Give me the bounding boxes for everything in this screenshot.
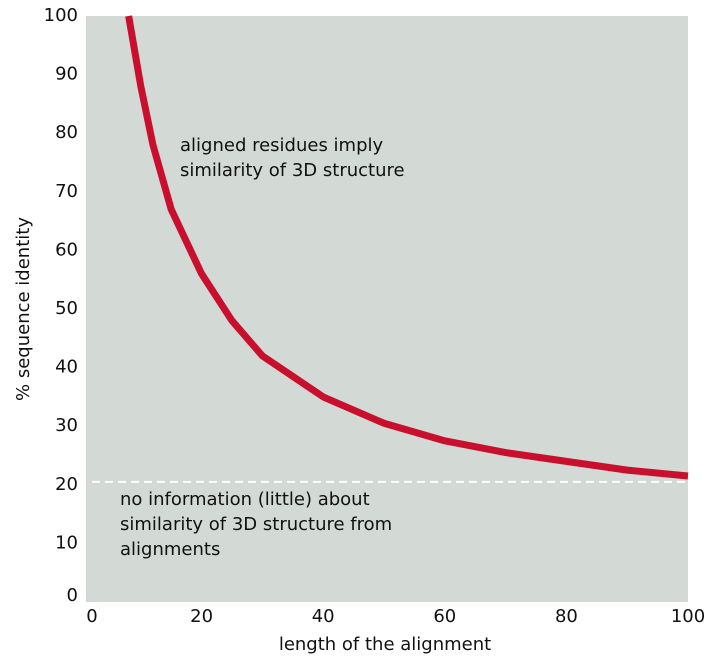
y-tick-label: 20 — [55, 474, 78, 495]
x-tick-label: 0 — [86, 606, 97, 627]
x-tick-label: 20 — [190, 606, 213, 627]
y-tick-label: 90 — [55, 64, 78, 85]
y-tick-label: 50 — [55, 298, 78, 319]
x-tick-label: 100 — [671, 606, 705, 627]
x-axis-label: length of the alignment — [279, 634, 491, 655]
x-tick-label: 60 — [433, 606, 456, 627]
annotation: alignments — [120, 539, 220, 560]
y-tick-label: 100 — [44, 5, 78, 26]
annotation: aligned residues imply — [180, 135, 384, 156]
y-tick-label: 70 — [55, 181, 78, 202]
x-tick-label: 40 — [312, 606, 335, 627]
plot-area — [86, 16, 688, 602]
y-axis-label: % sequence identity — [13, 217, 34, 401]
annotation: no information (little) about — [120, 489, 370, 510]
y-tick-label: 60 — [55, 239, 78, 260]
curve — [125, 15, 689, 480]
y-tick-label: 0 — [67, 585, 78, 606]
annotation: similarity of 3D structure from — [120, 514, 392, 535]
y-tick-label: 40 — [55, 357, 78, 378]
annotation: similarity of 3D structure — [180, 160, 405, 181]
y-tick-label: 30 — [55, 415, 78, 436]
y-tick-label: 80 — [55, 122, 78, 143]
x-tick-label: 80 — [555, 606, 578, 627]
y-tick-label: 10 — [55, 532, 78, 553]
